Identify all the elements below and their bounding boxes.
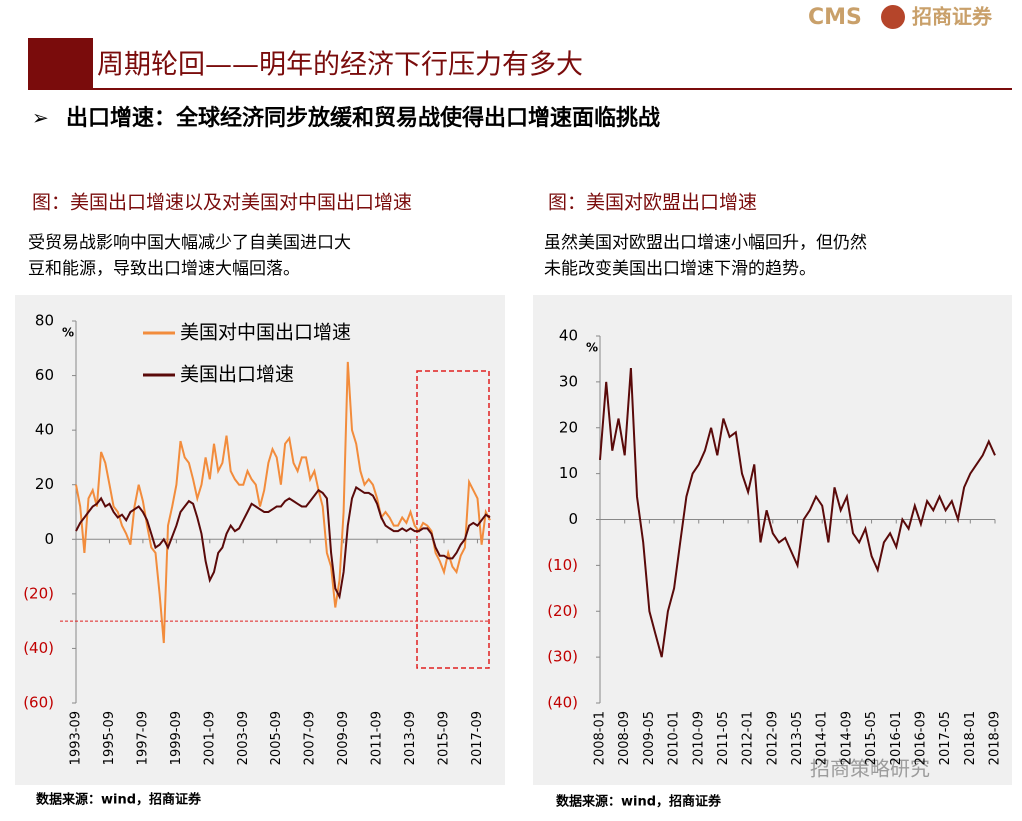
x-tick-label: 2009-05 — [642, 711, 657, 765]
x-tick-label: 2015-09 — [437, 711, 452, 765]
panel — [15, 295, 505, 785]
title-block — [28, 38, 93, 90]
chart-title: 图：美国出口增速以及对美国对中国出口增速 — [32, 192, 412, 214]
x-tick-label: 2014-01 — [815, 711, 830, 765]
y-tick-label: 20 — [35, 475, 54, 493]
x-tick-label: 2016-01 — [889, 711, 904, 765]
caption: 豆和能源，导致出口增速大幅回落。 — [28, 259, 300, 279]
x-tick-label: 2008-09 — [617, 711, 632, 765]
x-tick-label: 2007-09 — [303, 711, 318, 765]
y-tick-label: 80 — [35, 312, 54, 330]
x-tick-label: 2011-05 — [716, 711, 731, 765]
series-line — [599, 368, 996, 658]
x-tick-label: 2009-09 — [336, 711, 351, 765]
x-tick-label: 2001-09 — [202, 711, 217, 765]
series-line — [75, 361, 491, 644]
x-tick-label: 1999-09 — [169, 711, 184, 765]
y-tick-label: (20) — [547, 602, 578, 620]
chart-title: 图：美国对欧盟出口增速 — [548, 192, 757, 214]
unit-label: % — [586, 341, 598, 355]
legend-label: 美国对中国出口增速 — [180, 322, 351, 344]
caption: 受贸易战影响中国大幅减少了自美国进口大 — [28, 233, 351, 253]
y-tick-label: 20 — [559, 418, 578, 436]
x-tick-label: 2011-09 — [370, 711, 385, 765]
caption: 虽然美国对欧盟出口增速小幅回升，但仍然 — [544, 233, 867, 253]
y-tick-label: 30 — [559, 372, 578, 390]
y-tick-label: 0 — [44, 530, 54, 548]
watermark: 招商策略研究 — [810, 757, 930, 781]
x-tick-label: 2003-09 — [236, 711, 251, 765]
x-tick-label: 2008-01 — [593, 711, 608, 765]
caption: 未能改变美国出口增速下滑的趋势。 — [544, 259, 816, 279]
bullet-icon: ➢ — [32, 106, 49, 130]
x-tick-label: 2013-05 — [790, 711, 805, 765]
y-tick-label: (60) — [23, 694, 54, 712]
slide-title: 周期轮回——明年的经济下行压力有多大 — [97, 50, 583, 81]
x-tick-label: 2014-09 — [839, 711, 854, 765]
source: 数据来源：wind，招商证券 — [556, 794, 722, 810]
x-tick-label: 2010-01 — [667, 711, 682, 765]
logo-text: CMS — [808, 5, 862, 30]
y-tick-label: (20) — [23, 584, 54, 602]
y-tick-label: 0 — [568, 510, 578, 528]
x-tick-label: 1993-09 — [69, 711, 84, 765]
x-tick-label: 2018-09 — [988, 711, 1003, 765]
legend-label: 美国出口增速 — [180, 364, 294, 386]
x-tick-label: 2012-01 — [741, 711, 756, 765]
y-tick-label: (30) — [547, 648, 578, 666]
y-tick-label: 60 — [35, 366, 54, 384]
y-tick-label: 10 — [559, 464, 578, 482]
x-tick-label: 2016-09 — [913, 711, 928, 765]
x-tick-label: 1997-09 — [135, 711, 150, 765]
y-tick-label: (10) — [547, 556, 578, 574]
source: 数据来源：wind，招商证券 — [36, 792, 202, 808]
company: 招商证券 — [912, 5, 993, 29]
x-tick-label: 2017-05 — [938, 711, 953, 765]
y-tick-label: (40) — [23, 639, 54, 657]
x-tick-label: 2012-09 — [765, 711, 780, 765]
logo-icon — [881, 5, 905, 29]
x-tick-label: 2010-09 — [691, 711, 706, 765]
x-tick-label: 2017-09 — [470, 711, 485, 765]
unit-label: % — [62, 326, 74, 340]
bullet-text: 出口增速：全球经济同步放缓和贸易战使得出口增速面临挑战 — [66, 105, 660, 131]
x-tick-label: 2005-09 — [269, 711, 284, 765]
x-tick-label: 2018-01 — [963, 711, 978, 765]
series-line — [75, 485, 491, 600]
x-tick-label: 2015-05 — [864, 711, 879, 765]
x-tick-label: 2013-09 — [403, 711, 418, 765]
x-tick-label: 1995-09 — [102, 711, 117, 765]
panel — [533, 295, 1012, 785]
y-tick-label: 40 — [559, 327, 578, 345]
y-tick-label: 40 — [35, 421, 54, 439]
y-tick-label: (40) — [547, 694, 578, 712]
